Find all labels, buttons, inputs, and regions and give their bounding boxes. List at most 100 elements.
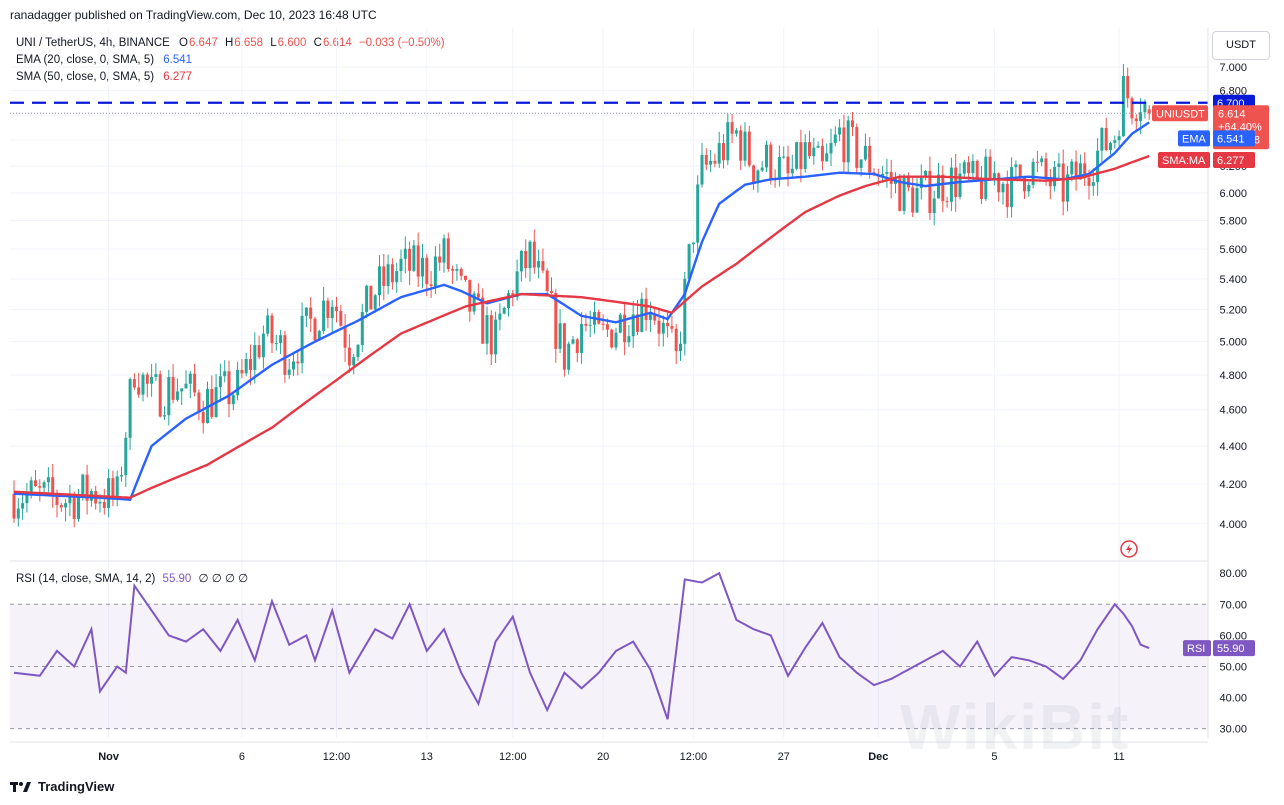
candle-body (378, 266, 381, 296)
symbol-label-bg (1152, 105, 1208, 122)
candle-body (765, 144, 768, 168)
candle-body (244, 358, 248, 374)
footer-brand-text: TradingView (38, 779, 115, 794)
candle-body (1143, 101, 1147, 113)
candle-body (627, 336, 631, 343)
candle-body (558, 323, 562, 349)
candle-body (1061, 163, 1065, 202)
legend-ema-label[interactable]: EMA (20, close, 0, SMA, 5) (16, 54, 155, 66)
candle-body (610, 329, 614, 348)
candle-body (356, 344, 360, 358)
price-tick-label: 7.000 (1219, 62, 1247, 74)
candle-body (347, 347, 351, 366)
rsi-legend: RSI (14, close, SMA, 14, 2) 55.90 ∅ ∅ ∅ … (16, 571, 248, 585)
candle-body (717, 143, 721, 164)
candle-body (386, 264, 390, 286)
candle-body (601, 323, 605, 325)
candle-body (528, 241, 532, 269)
watermark: WikiBit (900, 691, 1131, 763)
candle-body (408, 248, 412, 271)
candle-body (911, 187, 915, 213)
price-tick-label: 4.400 (1219, 441, 1247, 453)
symbol-label: UNIUSDT (1156, 108, 1205, 120)
time-tick-label: 6 (239, 751, 245, 763)
candle-body (85, 474, 89, 501)
footer-brand[interactable]: TradingView (10, 779, 114, 794)
candle-body (137, 387, 141, 395)
legend-symbol[interactable]: UNI / TetherUS, 4h, BINANCE (16, 37, 170, 49)
candle-body (1040, 158, 1044, 163)
candle-body (747, 131, 751, 166)
rsi-legend-label[interactable]: RSI (14, close, SMA, 14, 2) (16, 573, 156, 585)
candle-body (12, 493, 16, 519)
time-tick-label: 12:00 (499, 751, 527, 763)
rsi-legend-extra: ∅ ∅ ∅ ∅ (198, 573, 249, 585)
candle-body (1035, 161, 1039, 163)
candle-body (1053, 166, 1057, 187)
legend-c-label: C (313, 37, 322, 49)
candle-body (382, 266, 386, 286)
candle-body (1113, 140, 1117, 143)
candle-body (820, 145, 824, 162)
candle-body (1014, 164, 1018, 168)
candle-body (937, 174, 940, 199)
grid-lines (10, 28, 1208, 738)
candle-body (373, 295, 377, 310)
candle-body (1048, 177, 1052, 187)
candle-body (739, 130, 743, 161)
candle-body (975, 160, 979, 179)
candle-body (915, 188, 919, 213)
candle-body (128, 379, 132, 438)
candle-body (532, 241, 536, 268)
candle-body (459, 268, 463, 276)
candle-body (743, 131, 747, 161)
candle-body (713, 160, 717, 164)
candle-body (270, 315, 274, 344)
candle-body (1083, 163, 1087, 178)
lightning-icon (1120, 540, 1138, 558)
candle-body (1130, 98, 1134, 119)
candle-body (941, 174, 945, 202)
candle-body (403, 248, 407, 259)
legend-change: −0.033 (−0.50%) (358, 37, 445, 49)
candle-body (154, 374, 158, 378)
candle-body (1001, 183, 1005, 193)
candle-body (687, 244, 691, 279)
candle-body (881, 173, 885, 177)
legend-sma-label[interactable]: SMA (50, close, 0, SMA, 5) (16, 71, 155, 83)
legend-sma-value: 6.277 (163, 71, 193, 83)
candle-body (77, 495, 80, 519)
candle-body (898, 178, 902, 211)
candle-body (971, 160, 975, 174)
candle-body (145, 374, 149, 384)
candle-body (330, 306, 334, 319)
candle-body (657, 320, 661, 334)
legend-l-value: 6.600 (277, 37, 307, 49)
candle-body (967, 162, 971, 174)
candle-body (605, 324, 609, 330)
candle-body (614, 332, 618, 348)
rsi-value-label: 55.90 (1217, 643, 1245, 655)
candle-body (507, 293, 510, 309)
candle-body (442, 238, 446, 263)
candle-body (257, 345, 261, 358)
candle-body (498, 313, 502, 320)
rsi-tick-label: 30.00 (1219, 724, 1247, 736)
candle-body (253, 345, 257, 370)
candle-body (580, 323, 584, 353)
candle-body (567, 343, 571, 370)
candle-body (825, 153, 829, 162)
candle-body (554, 293, 558, 349)
candle-body (980, 178, 983, 199)
candle-body (795, 142, 799, 169)
candle-body (223, 371, 227, 377)
sma-tag: SMA:MA (1162, 155, 1206, 167)
price-labels: 6.700UNIUSDT6.614+64.40%03:11:48EMA6.541… (1152, 94, 1269, 657)
candle-body (1066, 174, 1069, 202)
currency-button[interactable]: USDT (1212, 31, 1270, 60)
candle-body (111, 478, 115, 496)
candle-body (674, 328, 678, 352)
candle-body (997, 173, 1001, 193)
candle-body (446, 238, 450, 269)
